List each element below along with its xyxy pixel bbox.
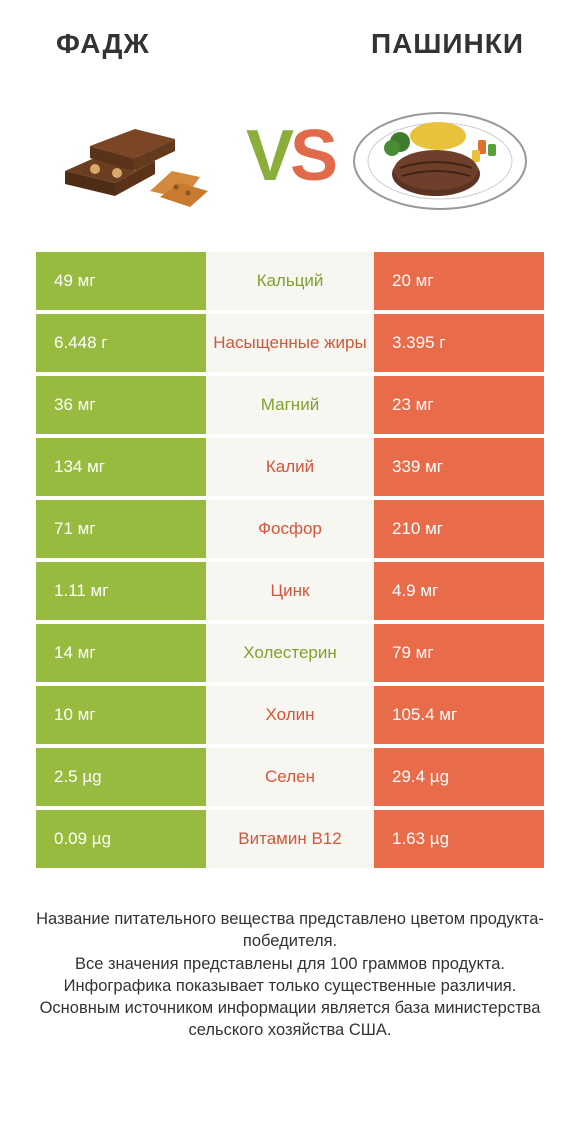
- fudge-illustration: [50, 96, 230, 216]
- value-right: 210 мг: [374, 500, 544, 558]
- footer-line: Название питательного вещества представл…: [32, 908, 548, 953]
- comparison-row: 2.5 µgСелен29.4 µg: [36, 748, 544, 806]
- nutrient-label: Витамин B12: [206, 810, 374, 868]
- comparison-row: 36 мгМагний23 мг: [36, 376, 544, 434]
- nutrient-label: Холестерин: [206, 624, 374, 682]
- comparison-row: 1.11 мгЦинк4.9 мг: [36, 562, 544, 620]
- comparison-row: 49 мгКальций20 мг: [36, 252, 544, 310]
- comparison-row: 6.448 гНасыщенные жиры3.395 г: [36, 314, 544, 372]
- vs-s: S: [290, 116, 334, 196]
- value-left: 2.5 µg: [36, 748, 206, 806]
- comparison-row: 134 мгКалий339 мг: [36, 438, 544, 496]
- footer-line: Все значения представлены для 100 граммо…: [32, 953, 548, 975]
- value-left: 0.09 µg: [36, 810, 206, 868]
- value-left: 134 мг: [36, 438, 206, 496]
- hero-row: VS: [0, 76, 580, 252]
- footer-note: Название питательного вещества представл…: [0, 872, 580, 1042]
- comparison-row: 0.09 µgВитамин B121.63 µg: [36, 810, 544, 868]
- value-right: 339 мг: [374, 438, 544, 496]
- vs-label: VS: [246, 120, 334, 192]
- value-left: 10 мг: [36, 686, 206, 744]
- value-right: 3.395 г: [374, 314, 544, 372]
- comparison-row: 71 мгФосфор210 мг: [36, 500, 544, 558]
- value-right: 20 мг: [374, 252, 544, 310]
- footer-line: Инфографика показывает только существенн…: [32, 975, 548, 997]
- steak-plate-illustration: [350, 96, 530, 216]
- value-left: 14 мг: [36, 624, 206, 682]
- value-left: 36 мг: [36, 376, 206, 434]
- value-left: 71 мг: [36, 500, 206, 558]
- value-right: 79 мг: [374, 624, 544, 682]
- value-right: 4.9 мг: [374, 562, 544, 620]
- value-right: 29.4 µg: [374, 748, 544, 806]
- value-right: 23 мг: [374, 376, 544, 434]
- nutrient-label: Холин: [206, 686, 374, 744]
- nutrient-label: Цинк: [206, 562, 374, 620]
- value-right: 1.63 µg: [374, 810, 544, 868]
- nutrient-label: Магний: [206, 376, 374, 434]
- nutrient-label: Фосфор: [206, 500, 374, 558]
- nutrient-label: Кальций: [206, 252, 374, 310]
- comparison-row: 14 мгХолестерин79 мг: [36, 624, 544, 682]
- value-right: 105.4 мг: [374, 686, 544, 744]
- value-left: 49 мг: [36, 252, 206, 310]
- title-right: ПАШИНКИ: [371, 28, 524, 60]
- comparison-row: 10 мгХолин105.4 мг: [36, 686, 544, 744]
- nutrient-label: Селен: [206, 748, 374, 806]
- vs-v: V: [246, 116, 290, 196]
- nutrient-label: Насыщенные жиры: [206, 314, 374, 372]
- value-left: 6.448 г: [36, 314, 206, 372]
- header-titles: ФАДЖ ПАШИНКИ: [0, 0, 580, 76]
- nutrient-label: Калий: [206, 438, 374, 496]
- value-left: 1.11 мг: [36, 562, 206, 620]
- footer-line: Основным источником информации является …: [32, 997, 548, 1042]
- comparison-table: 49 мгКальций20 мг6.448 гНасыщенные жиры3…: [0, 252, 580, 872]
- title-left: ФАДЖ: [56, 28, 150, 60]
